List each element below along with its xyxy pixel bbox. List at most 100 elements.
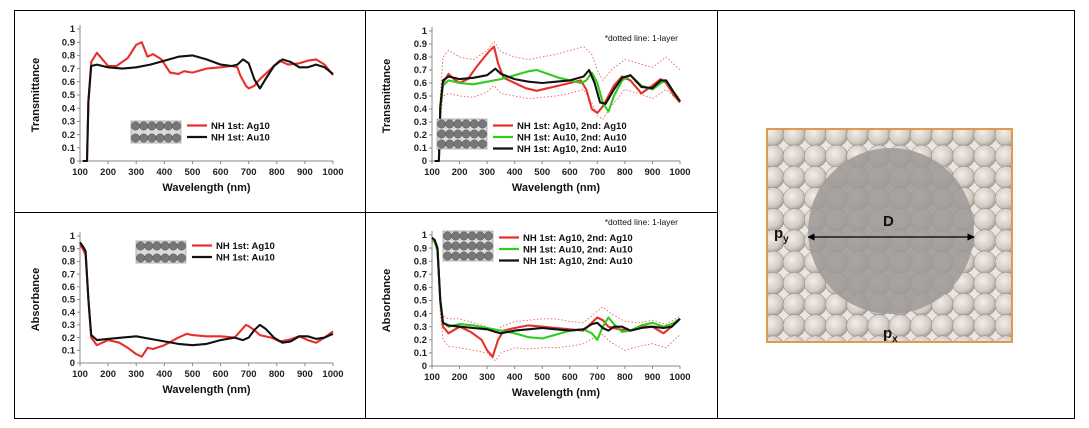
chart-absorbance-single-layer: 00.1 0.2 0.3 0.40.5 0.6 0.70.8 0.9 1 100 200 300 40… — [30, 231, 344, 396]
x-tick-label: 600 — [562, 372, 578, 383]
legend-thumb-sphere — [136, 253, 145, 263]
x-tick-label: 400 — [507, 372, 523, 383]
lattice-sphere — [803, 293, 827, 317]
y-tick-label: 0.6 — [414, 78, 427, 89]
lattice-sphere — [931, 314, 955, 338]
legend-label: NH 1st: Au10, 2nd: Au10 — [517, 133, 627, 144]
legend-thumb-sphere — [453, 129, 463, 139]
chart-absorbance-double-layer: 0 0.1 0.2 0.3 0.4 0.5 0.6 0.7 0.8 0.9 1 100 200 300 40… — [381, 217, 691, 399]
legend-thumb-sphere — [177, 253, 186, 263]
lattice-sphere — [1037, 187, 1059, 209]
lattice-sphere — [973, 187, 997, 211]
lattice-sphere — [868, 335, 890, 342]
y-tick-label: 0.3 — [62, 320, 75, 331]
legend-thumb-sphere — [445, 139, 455, 149]
lattice-sphere — [952, 144, 976, 168]
lattice-sphere — [889, 335, 911, 342]
dotted-line-note: *dotted line: 1-layer — [605, 217, 678, 227]
lattice-sphere — [953, 357, 975, 379]
lattice-sphere — [803, 144, 827, 168]
lattice-sphere — [1037, 315, 1059, 337]
y-tick-label: 0.6 — [62, 282, 75, 293]
x-tick-label: 500 — [534, 167, 550, 178]
lattice-sphere — [782, 250, 806, 274]
lattice-sphere — [1016, 145, 1038, 167]
lattice-sphere — [826, 335, 847, 342]
lattice-sphere — [782, 271, 806, 295]
lattice-sphere — [767, 250, 785, 274]
lattice-sphere — [1037, 357, 1059, 379]
lattice-sphere — [1016, 230, 1038, 252]
y-tick-label: 0 — [70, 156, 75, 167]
y-tick-label: 1 — [422, 26, 428, 37]
legend-thumb-sphere — [467, 241, 477, 251]
x-tick-label: 1000 — [669, 372, 690, 383]
legend-label: NH 1st: Ag10, 2nd: Ag10 — [517, 121, 627, 132]
legend-thumb-sphere — [155, 121, 165, 131]
legend-label: NH 1st: Ag10, 2nd: Au10 — [523, 256, 633, 267]
x-axis-label: Wavelength (nm) — [162, 384, 251, 396]
legend-thumb-sphere — [163, 121, 173, 131]
lattice-sphere — [1016, 272, 1038, 294]
x-tick-label: 300 — [479, 372, 495, 383]
y-tick-label: 0.2 — [62, 333, 75, 344]
lattice-sphere — [1037, 230, 1059, 252]
lattice-sphere — [825, 129, 849, 147]
legend-thumb-sphere — [443, 251, 452, 261]
lattice-sphere — [1016, 315, 1038, 337]
lattice-sphere — [782, 144, 806, 168]
legend-thumb-sphere — [144, 253, 154, 263]
y-tick-label: 0.1 — [414, 348, 428, 359]
x-tick-label: 700 — [241, 369, 257, 380]
legend-thumb-sphere — [131, 121, 140, 131]
y-tick-label: 0.6 — [414, 283, 427, 294]
nanohole-array-diagram: D py px — [766, 124, 1059, 379]
legend-thumb-sphere — [484, 231, 493, 241]
y-tick-label: 0.9 — [62, 37, 75, 48]
legend-thumb-sphere — [459, 251, 469, 261]
lattice-sphere — [867, 129, 891, 147]
legend-thumb-sphere — [136, 241, 145, 251]
lattice-sphere — [783, 335, 805, 342]
legend-label: NH 1st: Ag10 — [211, 121, 270, 132]
y-tick-label: 0.9 — [414, 39, 427, 50]
legend-thumb-sphere — [163, 133, 173, 143]
legend-thumb-sphere — [152, 241, 162, 251]
legend-thumb-sphere — [453, 119, 463, 129]
legend-thumb-sphere — [453, 139, 463, 149]
lattice-sphere — [1037, 251, 1059, 273]
x-tick-label: 800 — [269, 369, 285, 380]
legend-thumb-sphere — [469, 129, 479, 139]
x-tick-label: 400 — [156, 369, 172, 380]
legend-thumb-sphere — [451, 251, 461, 261]
chart-transmittance-single-layer: 0 0.1 0.2 0.3 0.4 0.5 0.6 0.7 0.8 0.9 1 100 200 300 40… — [30, 24, 344, 194]
lattice-sphere — [994, 271, 1012, 295]
x-tick-label: 200 — [100, 167, 116, 178]
lattice-sphere — [1016, 293, 1038, 315]
legend-thumb-sphere — [172, 121, 181, 131]
y-tick-label: 0.2 — [414, 130, 427, 141]
series-line-black — [82, 54, 334, 163]
period-y-label: py — [774, 225, 789, 245]
lattice-sphere — [994, 293, 1012, 317]
lattice-sphere — [1016, 357, 1038, 379]
y-tick-label: 1 — [70, 24, 76, 35]
legend-thumb-sphere — [160, 253, 170, 263]
lattice-sphere — [1037, 145, 1059, 167]
lattice-sphere — [910, 357, 932, 379]
lattice-sphere — [767, 271, 785, 295]
lattice-sphere — [974, 357, 996, 379]
chart-transmittance-double-layer: 0 0.1 0.2 0.3 0.4 0.5 0.6 0.7 0.8 0.9 1 100 200 300 40… — [381, 26, 691, 194]
lattice-sphere — [1016, 124, 1038, 146]
legend-thumb-sphere — [139, 121, 149, 131]
x-tick-label: 800 — [269, 167, 285, 178]
series-line-black — [431, 236, 681, 335]
y-tick-label: 1 — [70, 231, 76, 242]
diameter-label: D — [883, 213, 894, 230]
lattice-sphere — [931, 357, 953, 379]
legend-thumb-sphere — [484, 241, 493, 251]
x-tick-label: 500 — [534, 372, 550, 383]
y-tick-label: 0.8 — [414, 256, 427, 267]
legend-thumb-sphere — [147, 133, 157, 143]
